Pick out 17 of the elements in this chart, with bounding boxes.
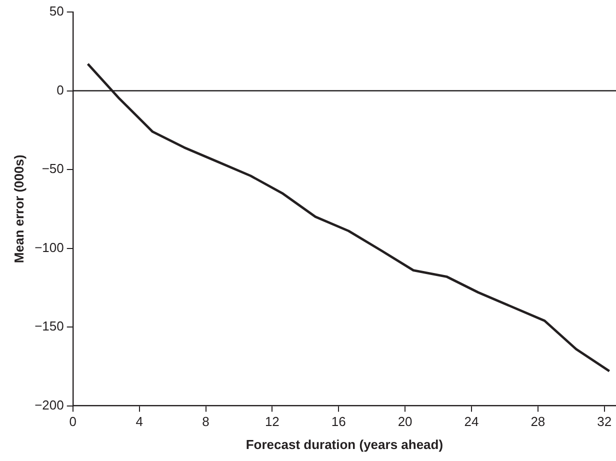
y-tick-label: 0 bbox=[56, 82, 64, 98]
y-tick-label: −50 bbox=[42, 161, 64, 176]
y-tick-label: −200 bbox=[34, 397, 64, 412]
x-tick-label: 16 bbox=[331, 414, 346, 430]
y-tick-label: −100 bbox=[34, 240, 64, 255]
x-tick-label: 4 bbox=[136, 414, 143, 430]
y-axis-title: Mean error (000s) bbox=[11, 154, 26, 264]
x-tick-label: 32 bbox=[597, 414, 612, 430]
x-tick-label: 0 bbox=[69, 414, 76, 430]
y-tick-label: 50 bbox=[49, 4, 64, 19]
x-tick-label: 20 bbox=[398, 414, 412, 430]
x-tick-label: 8 bbox=[202, 414, 210, 430]
x-tick-label: 24 bbox=[464, 414, 479, 430]
x-tick-label: 12 bbox=[264, 414, 280, 430]
x-axis-title: Forecast duration (years ahead) bbox=[246, 436, 444, 452]
y-tick-label: −150 bbox=[34, 318, 64, 334]
x-tick-label: 28 bbox=[530, 414, 546, 430]
